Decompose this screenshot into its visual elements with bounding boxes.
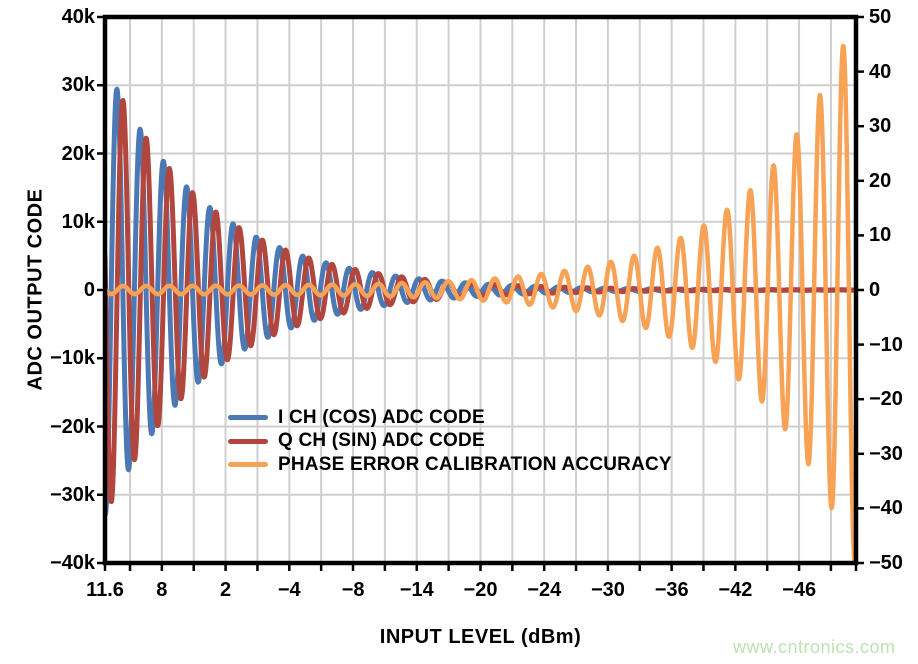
watermark: www.cntronics.com — [733, 637, 896, 657]
series-line-2 — [105, 43, 856, 563]
x-tick-label: −14 — [399, 579, 434, 601]
left-tick-label: −30k — [49, 483, 95, 506]
legend-row: PHASE ERROR CALIBRATION ACCURACY — [228, 453, 672, 477]
left-tick-label: −10k — [49, 347, 95, 370]
right-tick-label: 50 — [869, 6, 892, 28]
x-tick-label: −8 — [341, 579, 365, 601]
right-tick-label: −20 — [869, 388, 903, 411]
x-tick-label: −36 — [654, 579, 689, 601]
legend-swatch — [228, 462, 268, 468]
right-tick-label: −30 — [869, 442, 903, 465]
right-tick-label: 10 — [869, 224, 892, 247]
legend-label: Q CH (SIN) ADC CODE — [278, 430, 485, 452]
left-tick-label: 0 — [83, 279, 95, 301]
x-tick-label: −4 — [277, 579, 301, 601]
legend-swatch — [228, 438, 268, 444]
right-tick-label: 0 — [869, 279, 881, 301]
legend-label: I CH (COS) ADC CODE — [278, 406, 485, 428]
left-tick-label: −40k — [49, 552, 95, 574]
x-axis-title: INPUT LEVEL (dBm) — [379, 626, 582, 648]
x-tick-label: −46 — [782, 579, 817, 601]
x-tick-label: −30 — [590, 579, 625, 601]
left-tick-label: 20k — [61, 142, 95, 165]
right-tick-label: −10 — [869, 333, 903, 356]
legend-row: Q CH (SIN) ADC CODE — [228, 430, 672, 454]
right-tick-label: −40 — [869, 497, 903, 520]
right-tick-label: −50 — [869, 552, 903, 574]
x-tick-label: 11.6 — [86, 579, 124, 601]
right-tick-label: 20 — [869, 169, 892, 192]
right-tick-label: 40 — [869, 60, 892, 83]
x-tick-label: −24 — [527, 579, 562, 601]
left-tick-label: 30k — [61, 74, 95, 97]
right-tick-label: 30 — [869, 115, 892, 138]
x-tick-label: 8 — [156, 579, 168, 601]
left-tick-label: 10k — [61, 210, 95, 233]
legend: I CH (COS) ADC CODE Q CH (SIN) ADC CODE PH… — [228, 406, 672, 477]
legend-label: PHASE ERROR CALIBRATION ACCURACY — [278, 453, 672, 475]
x-tick-label: −42 — [718, 579, 753, 601]
left-tick-label: −20k — [49, 415, 95, 438]
left-tick-label: 40k — [61, 6, 95, 28]
legend-swatch — [228, 415, 268, 421]
x-tick-label: −20 — [463, 579, 498, 601]
plot-border — [102, 14, 859, 566]
x-tick-label: 2 — [219, 579, 232, 601]
legend-row: I CH (COS) ADC CODE — [228, 406, 672, 430]
